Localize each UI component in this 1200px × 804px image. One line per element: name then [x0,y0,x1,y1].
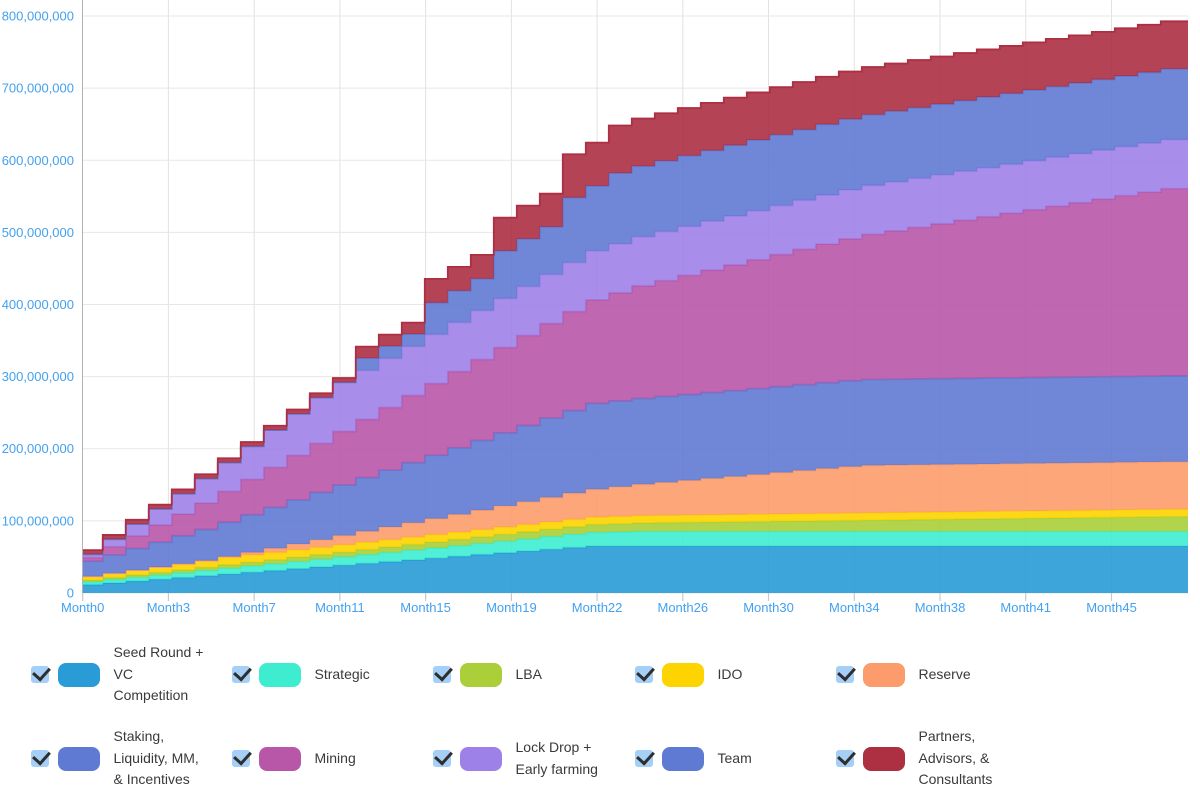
svg-text:Month19: Month19 [486,600,537,615]
svg-text:Month41: Month41 [1000,600,1051,615]
svg-text:300,000,000: 300,000,000 [2,369,74,384]
svg-text:Month45: Month45 [1086,600,1137,615]
svg-text:Month38: Month38 [915,600,966,615]
svg-text:200,000,000: 200,000,000 [2,441,74,456]
svg-text:Month3: Month3 [147,600,190,615]
svg-text:Month30: Month30 [743,600,794,615]
svg-text:Month22: Month22 [572,600,623,615]
svg-text:700,000,000: 700,000,000 [2,81,74,96]
svg-text:Month11: Month11 [315,600,365,615]
svg-text:0: 0 [67,586,74,601]
svg-text:600,000,000: 600,000,000 [2,153,74,168]
svg-text:100,000,000: 100,000,000 [2,513,74,528]
svg-text:500,000,000: 500,000,000 [2,225,74,240]
svg-text:400,000,000: 400,000,000 [2,297,74,312]
svg-text:Month34: Month34 [829,600,880,615]
svg-text:Month7: Month7 [233,600,276,615]
svg-text:800,000,000: 800,000,000 [2,9,74,24]
svg-text:Month0: Month0 [61,600,104,615]
svg-text:Month15: Month15 [400,600,451,615]
svg-text:Month26: Month26 [658,600,709,615]
